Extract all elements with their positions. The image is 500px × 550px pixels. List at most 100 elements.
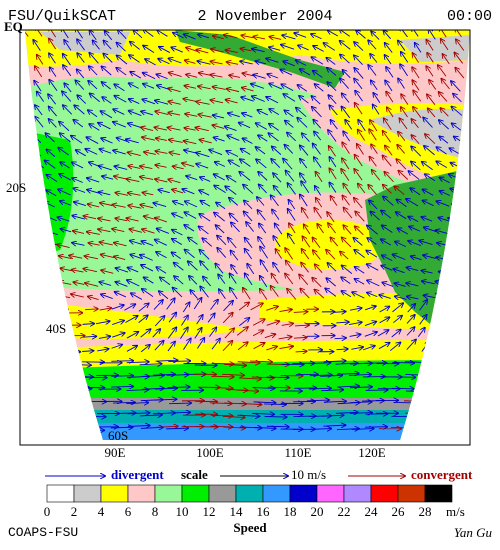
wind-arrow [98,336,110,338]
time: 00:00 [447,8,492,25]
wind-arrow [49,80,58,92]
wind-arrow [26,400,49,401]
wind-arrow [49,107,57,117]
wind-arrow [394,186,405,196]
wind-arrow [230,250,239,261]
wind-arrow [270,37,282,40]
colorbar-tick: 16 [257,504,271,519]
wind-arrow [429,80,437,90]
wind-arrow [336,349,347,350]
wind-arrow [112,333,124,338]
colorbar-box [343,484,372,503]
wind-arrow [213,87,226,90]
wind-arrow [286,261,294,271]
wind-arrow [46,149,56,157]
wind-arrow [340,55,350,64]
colorbar-box [235,484,264,503]
wind-arrow [222,416,245,417]
wind-arrow [266,377,289,378]
wind-arrow [101,138,113,144]
wind-arrow [411,119,419,129]
wind-arrow [218,274,226,284]
wind-arrow [224,328,234,339]
wind-arrow [98,123,111,130]
wind-arrow [358,120,366,132]
wind-arrow [344,208,353,219]
wind-arrow [49,30,57,38]
wind-arrow [401,94,409,105]
lat-label: 40S [46,321,66,336]
wind-arrow [349,402,372,403]
wind-arrow [415,43,422,53]
wind-arrow [88,81,98,90]
wind-arrow [101,66,112,76]
wind-arrow [167,327,176,339]
wind-arrow [140,345,150,353]
wind-arrow [420,363,443,364]
wind-arrow [340,79,349,89]
wind-arrow [152,329,161,338]
colorbar-box [127,484,156,503]
wind-arrow [325,288,337,297]
wind-arrow [243,288,251,300]
wind-arrow [250,361,272,362]
wind-arrow [84,256,99,259]
wind-arrow [130,42,140,50]
wind-arrow [75,80,85,90]
wind-arrow [264,417,287,418]
wind-arrow [281,84,294,92]
wind-arrow [448,378,470,379]
wind-arrow [462,325,470,336]
wind-arrow [253,75,266,79]
wind-arrow [386,67,394,78]
wind-arrow [241,35,254,37]
wind-arrow [354,250,365,258]
wind-arrow [141,388,164,389]
wind-arrow [255,61,267,64]
wind-arrow [397,145,405,154]
wind-arrow [198,34,210,37]
wind-arrow [222,341,232,352]
wind-arrow [99,192,111,195]
wind-arrow [114,166,128,169]
wind-arrow [341,107,351,119]
wind-arrow [115,292,127,298]
wind-arrow [184,212,197,219]
wind-arrow [49,53,56,64]
wind-arrow [29,212,42,219]
wind-arrow [285,274,294,285]
wind-arrow [284,110,294,118]
wind-arrow [406,327,415,336]
wind-arrow [27,323,39,325]
wind-arrow [207,313,215,323]
wind-arrow [200,261,209,271]
wind-arrow [196,102,210,105]
wind-arrow [393,316,402,324]
wind-arrow [49,39,57,50]
wind-arrow [367,238,377,245]
wind-arrow [25,228,31,236]
wind-arrow [308,388,331,389]
wind-arrow [329,157,337,168]
wind-arrow [72,270,84,272]
wind-arrow [199,190,210,196]
wind-arrow [153,203,167,208]
wind-arrow [168,88,181,91]
wind-arrow [155,388,177,389]
wind-arrow [391,330,401,338]
wind-arrow [379,317,390,324]
wind-arrow [456,39,465,51]
wind-arrow [296,108,307,118]
wind-arrow [155,179,168,182]
wind-arrow [84,216,97,219]
wind-arrow [257,110,269,116]
wind-arrow [419,315,427,325]
wind-arrow [273,236,281,248]
wind-arrow [98,218,111,221]
wind-arrow [105,31,113,41]
colorbar-tick: 20 [311,504,324,519]
wind-arrow [140,205,154,208]
wind-arrow [287,183,296,195]
wind-arrow [370,54,378,63]
wind-arrow [114,96,127,103]
